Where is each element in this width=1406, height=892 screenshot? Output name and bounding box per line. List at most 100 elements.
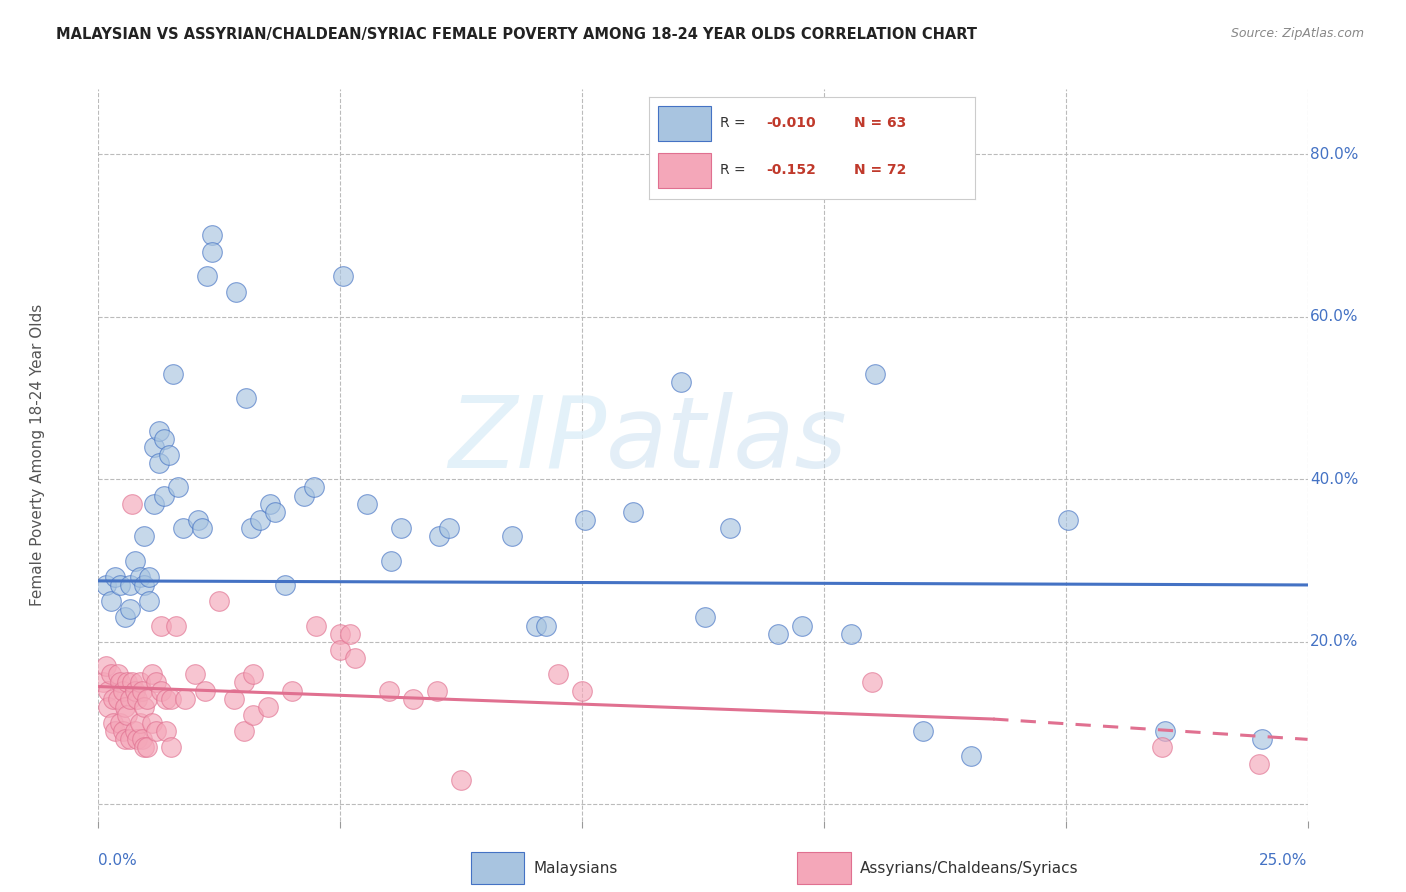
Point bbox=[134, 740, 156, 755]
Point bbox=[305, 618, 328, 632]
Text: Source: ZipAtlas.com: Source: ZipAtlas.com bbox=[1230, 27, 1364, 40]
Point bbox=[249, 513, 271, 527]
Point bbox=[332, 269, 354, 284]
Point bbox=[145, 724, 167, 739]
Point bbox=[426, 683, 449, 698]
Point bbox=[124, 724, 146, 739]
Point bbox=[329, 643, 352, 657]
Point bbox=[128, 570, 150, 584]
Point bbox=[141, 667, 163, 681]
Point bbox=[329, 626, 352, 640]
Point bbox=[718, 521, 741, 535]
Point bbox=[135, 740, 157, 755]
Point bbox=[124, 683, 146, 698]
Point bbox=[104, 724, 127, 739]
Point bbox=[155, 691, 177, 706]
Point bbox=[380, 553, 402, 567]
Text: 20.0%: 20.0% bbox=[1310, 634, 1358, 649]
Point bbox=[100, 594, 122, 608]
Point bbox=[131, 683, 153, 698]
Point bbox=[114, 699, 136, 714]
Text: 80.0%: 80.0% bbox=[1310, 146, 1358, 161]
Point bbox=[91, 675, 114, 690]
Point bbox=[273, 578, 295, 592]
Text: Malaysians: Malaysians bbox=[534, 861, 619, 876]
Point bbox=[94, 578, 117, 592]
Point bbox=[131, 732, 153, 747]
Point bbox=[160, 691, 183, 706]
Point bbox=[128, 675, 150, 690]
Text: 25.0%: 25.0% bbox=[1260, 853, 1308, 868]
Point bbox=[107, 691, 129, 706]
Point bbox=[501, 529, 523, 543]
Point bbox=[141, 716, 163, 731]
Point bbox=[1057, 513, 1080, 527]
Point bbox=[138, 594, 160, 608]
Point bbox=[145, 675, 167, 690]
Point bbox=[117, 708, 139, 723]
Point bbox=[343, 651, 366, 665]
Point bbox=[155, 724, 177, 739]
Point bbox=[356, 497, 378, 511]
Point bbox=[165, 618, 187, 632]
Point bbox=[150, 618, 173, 632]
Point bbox=[671, 375, 693, 389]
Point bbox=[1152, 740, 1174, 755]
Point bbox=[101, 716, 124, 731]
Point bbox=[264, 505, 287, 519]
Point bbox=[377, 683, 399, 698]
Point bbox=[97, 699, 120, 714]
Point bbox=[534, 618, 557, 632]
Point bbox=[1154, 724, 1177, 739]
Point bbox=[108, 578, 131, 592]
Point bbox=[134, 529, 156, 543]
Point bbox=[239, 521, 262, 535]
Point bbox=[104, 570, 127, 584]
Point bbox=[124, 553, 146, 567]
Point bbox=[114, 610, 136, 624]
Point bbox=[402, 691, 425, 706]
Point bbox=[127, 691, 149, 706]
Point bbox=[172, 521, 194, 535]
Point bbox=[111, 683, 134, 698]
Point bbox=[167, 480, 190, 494]
Text: Female Poverty Among 18-24 Year Olds: Female Poverty Among 18-24 Year Olds bbox=[31, 304, 45, 606]
Point bbox=[118, 602, 141, 616]
Point bbox=[107, 667, 129, 681]
Point bbox=[134, 578, 156, 592]
Point bbox=[143, 497, 166, 511]
Point bbox=[97, 683, 120, 698]
Point bbox=[114, 732, 136, 747]
Point bbox=[201, 228, 224, 243]
Point bbox=[547, 667, 569, 681]
Point bbox=[128, 716, 150, 731]
Point bbox=[1250, 732, 1272, 747]
Point bbox=[174, 691, 197, 706]
Point bbox=[839, 626, 862, 640]
Point bbox=[222, 691, 245, 706]
Point bbox=[150, 683, 173, 698]
Point bbox=[256, 699, 278, 714]
Point bbox=[621, 505, 644, 519]
Text: ZIP: ZIP bbox=[449, 392, 606, 489]
Point bbox=[121, 497, 143, 511]
Text: 60.0%: 60.0% bbox=[1310, 310, 1358, 325]
Point bbox=[302, 480, 325, 494]
FancyBboxPatch shape bbox=[471, 852, 524, 884]
Point bbox=[524, 618, 547, 632]
Point bbox=[235, 391, 257, 405]
Point bbox=[108, 716, 131, 731]
Point bbox=[121, 675, 143, 690]
Point bbox=[242, 708, 264, 723]
Point bbox=[135, 691, 157, 706]
Point bbox=[574, 513, 596, 527]
Point bbox=[194, 683, 217, 698]
Point bbox=[912, 724, 935, 739]
Point bbox=[195, 269, 218, 284]
Point bbox=[232, 675, 254, 690]
Text: MALAYSIAN VS ASSYRIAN/CHALDEAN/SYRIAC FEMALE POVERTY AMONG 18-24 YEAR OLDS CORRE: MALAYSIAN VS ASSYRIAN/CHALDEAN/SYRIAC FE… bbox=[56, 27, 977, 42]
Text: Assyrians/Chaldeans/Syriacs: Assyrians/Chaldeans/Syriacs bbox=[860, 861, 1078, 876]
Point bbox=[695, 610, 717, 624]
Text: 0.0%: 0.0% bbox=[98, 853, 138, 868]
Point bbox=[1249, 756, 1271, 771]
